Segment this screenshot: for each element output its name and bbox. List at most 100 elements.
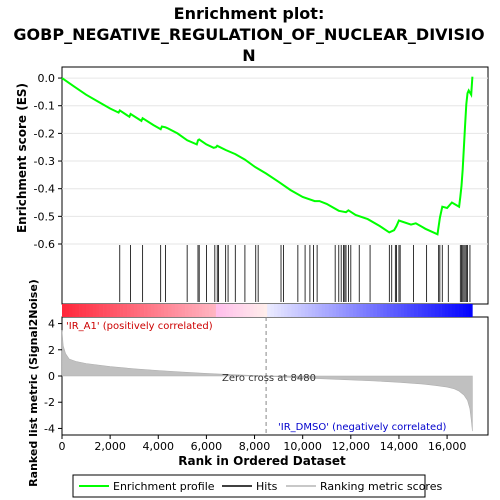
color-bar-segment [321,304,326,317]
metric-y-tick-label: 4 [48,318,55,331]
color-bar-segment [376,304,381,317]
color-bar-segment [144,304,148,317]
color-bar-segment [130,304,135,317]
x-tick-label: 4,000 [143,440,175,453]
hits-group [119,245,471,302]
color-bar-segment [96,304,100,317]
color-bar-segment [352,304,357,317]
color-bar-segment [198,304,203,317]
color-bar-segment [99,304,104,317]
color-bar-segment [215,304,220,317]
color-bar-segment [383,304,388,317]
color-bar-segment [280,304,285,317]
color-bar-segment [410,304,415,317]
x-tick-label: 10,000 [283,440,322,453]
x-tick-label: 2,000 [94,440,126,453]
color-bar-segment [424,304,429,317]
color-bar-segment [239,304,244,317]
color-bar-segment [232,304,237,317]
metric-y-tick-label: 2 [48,344,55,357]
color-bar-segment [103,304,107,317]
color-bar-segment [380,304,384,317]
es-y-axis: 0.0 -0.1 -0.2 -0.3 -0.4 -0.5 -0.6 [34,72,62,251]
color-bar-segment [297,304,302,317]
x-tick-label: 0 [59,440,66,453]
color-bar-segment [267,304,271,317]
color-bar-segment [444,304,449,317]
positive-corr-label: 'IR_A1' (positively correlated) [66,321,213,332]
color-bar-segment [147,304,152,317]
color-bar-segment [72,304,76,317]
color-bar-segment [431,304,436,317]
color-bar-segment [301,304,306,317]
es-y-label: Enrichment score (ES) [15,83,29,233]
color-bar-segment [270,304,275,317]
color-bar-segment [393,304,398,317]
color-bar-segment [356,304,360,317]
color-bar-segment [468,304,473,317]
color-bar-segment [277,304,282,317]
color-bar-segment [157,304,162,317]
color-bar-segment [256,304,261,317]
chart-title-line3: N [242,46,255,65]
color-bar-segment [400,304,405,317]
color-bar-segment [397,304,401,317]
color-bar-segment [212,304,217,317]
es-y-tick-label: -0.4 [34,183,55,196]
color-bar-segment [226,304,230,317]
color-bar-segment [362,304,367,317]
x-tick-label: 16,000 [428,440,467,453]
color-bar-segment [366,304,371,317]
color-bar-segment [386,304,391,317]
es-y-tick-label: 0.0 [38,72,56,85]
color-bar-segment [68,304,73,317]
color-bar-segment [188,304,193,317]
color-bar-segment [403,304,408,317]
color-bar-segment [222,304,227,317]
color-bar-segment [85,304,90,317]
color-bar-segment [451,304,456,317]
color-bar-segment [263,304,268,317]
color-bar-segment [455,304,459,317]
metric-y-axis: 4 2 0 -2 -4 [44,318,62,435]
legend-label-profile: Enrichment profile [113,480,215,493]
metric-group [61,317,473,435]
color-bar [62,304,473,317]
color-bar-segment [465,304,470,317]
color-bar-segment [62,304,66,317]
color-bar-segment [441,304,446,317]
color-bar-segment [229,304,234,317]
color-bar-segment [205,304,210,317]
color-bar-segment [373,304,377,317]
color-bar-segment [89,304,94,317]
color-bar-segment [113,304,118,317]
color-bar-segment [171,304,176,317]
color-bar-segment [345,304,350,317]
es-y-tick-label: -0.6 [34,238,55,251]
color-bar-segment [390,304,395,317]
chart-title-line1: Enrichment plot: [174,4,325,23]
color-bar-segment [359,304,364,317]
color-bar-segment [287,304,292,317]
color-bar-segment [291,304,295,317]
color-bar-segment [250,304,254,317]
color-bar-segment [133,304,138,317]
color-bar-segment [349,304,353,317]
hits-panel-frame [61,243,489,305]
negative-corr-label: 'IR_DMSO' (negatively correlated) [278,422,447,433]
color-bar-segment [65,304,70,317]
color-bar-segment [209,304,213,317]
color-bar-segment [308,304,312,317]
es-grid [62,77,488,245]
color-bar-segment [427,304,432,317]
color-bar-segment [181,304,186,317]
color-bar-segment [438,304,442,317]
color-bar-segment [274,304,278,317]
color-bar-segment [332,304,336,317]
x-axis: 0 2,000 4,000 6,000 8,000 10,000 12,000 14,000 1… [59,435,467,453]
color-bar-segment [75,304,80,317]
color-bar-segment [260,304,265,317]
color-bar-segment [315,304,319,317]
color-bar-segment [458,304,463,317]
